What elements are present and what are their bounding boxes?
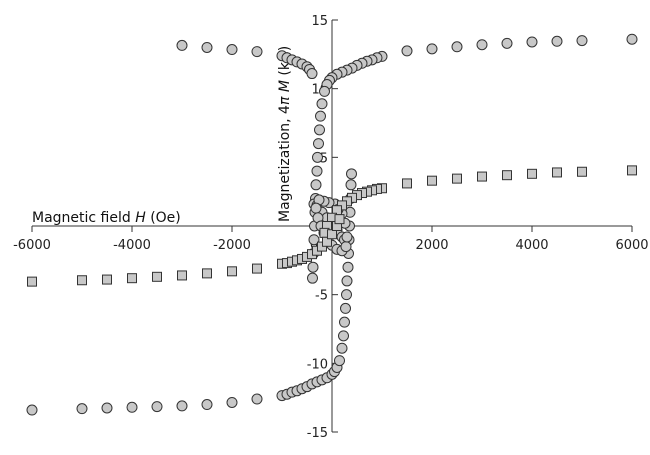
data-point-circle	[526, 36, 538, 48]
x-axis-title: Magnetic field H (Oe)	[32, 210, 181, 226]
data-point-square	[402, 178, 412, 189]
data-point-circle	[314, 124, 325, 136]
data-point-square	[334, 214, 345, 225]
data-point-circle	[334, 355, 345, 367]
data-point-circle	[313, 138, 324, 150]
data-point-circle	[319, 85, 330, 97]
data-point-square	[527, 168, 537, 179]
data-point-circle	[339, 316, 350, 328]
data-point-square	[77, 275, 87, 286]
data-point-circle	[338, 330, 349, 342]
data-point-square	[127, 273, 137, 284]
data-point-circle	[346, 168, 357, 180]
y-tick-label: -10	[307, 357, 328, 372]
data-point-circle	[626, 33, 638, 45]
data-point-circle	[251, 393, 263, 405]
data-point-square	[27, 276, 37, 287]
data-point-square	[202, 268, 212, 279]
data-point-circle	[340, 302, 351, 314]
x-tick-label: 0	[310, 238, 318, 253]
data-point-circle	[76, 403, 88, 415]
data-point-circle	[307, 261, 319, 273]
x-tick-label: -4000	[113, 238, 151, 253]
y-tick-label: 15	[311, 14, 328, 29]
x-tick-label: -2000	[213, 238, 251, 253]
y-tick-label: -15	[307, 426, 328, 441]
data-point-circle	[251, 46, 263, 58]
x-tick-label: 2000	[415, 238, 448, 253]
data-point-circle	[340, 241, 352, 253]
y-tick-label: -5	[315, 289, 328, 304]
square-series	[27, 165, 637, 287]
data-point-circle	[551, 35, 563, 47]
data-point-square	[177, 270, 187, 281]
data-point-square	[227, 266, 237, 277]
data-point-circle	[451, 41, 463, 53]
data-point-circle	[576, 35, 588, 47]
data-point-square	[327, 229, 337, 240]
data-point-square	[502, 170, 512, 181]
data-point-square	[552, 167, 562, 178]
data-point-circle	[312, 151, 323, 163]
data-point-square	[627, 165, 637, 176]
data-point-circle	[341, 289, 352, 301]
data-point-circle	[201, 41, 213, 53]
x-tick-label: 4000	[515, 238, 548, 253]
data-point-square	[152, 271, 162, 282]
series-layer	[26, 33, 638, 416]
data-point-circle	[476, 39, 488, 51]
data-point-circle	[176, 400, 188, 412]
data-point-circle	[310, 179, 322, 191]
data-point-square	[427, 175, 437, 186]
data-point-circle	[341, 231, 353, 243]
data-point-circle	[341, 275, 353, 287]
x-tick-label: -6000	[13, 238, 51, 253]
data-point-circle	[201, 399, 213, 411]
data-point-circle	[501, 37, 513, 49]
data-point-circle	[226, 396, 238, 408]
data-point-circle	[316, 98, 328, 110]
data-point-circle	[342, 261, 354, 273]
data-point-circle	[336, 342, 348, 354]
data-point-square	[102, 274, 112, 285]
data-point-circle	[310, 202, 322, 214]
data-point-square	[577, 166, 587, 177]
data-point-circle	[315, 110, 326, 122]
data-point-circle	[151, 401, 163, 413]
data-point-circle	[101, 402, 113, 414]
data-point-circle	[345, 179, 357, 191]
data-point-circle	[401, 45, 413, 57]
data-point-circle	[308, 234, 320, 246]
data-point-circle	[226, 44, 238, 56]
data-point-circle	[307, 272, 318, 284]
x-ticks: -6000 -4000 -2000 0 2000 4000 6000	[13, 226, 649, 253]
data-point-circle	[126, 401, 138, 413]
x-tick-label: 6000	[615, 238, 648, 253]
data-point-circle	[176, 39, 188, 51]
data-point-square	[452, 173, 462, 184]
data-point-square	[477, 171, 487, 182]
y-axis-title: Magnetization, 4π M (kG)	[277, 46, 293, 222]
data-point-circle	[26, 404, 38, 416]
data-point-circle	[306, 68, 318, 80]
data-point-circle	[426, 43, 438, 55]
data-point-square	[252, 263, 262, 274]
y-tick-label: 5	[320, 151, 328, 166]
data-point-circle	[311, 165, 323, 177]
